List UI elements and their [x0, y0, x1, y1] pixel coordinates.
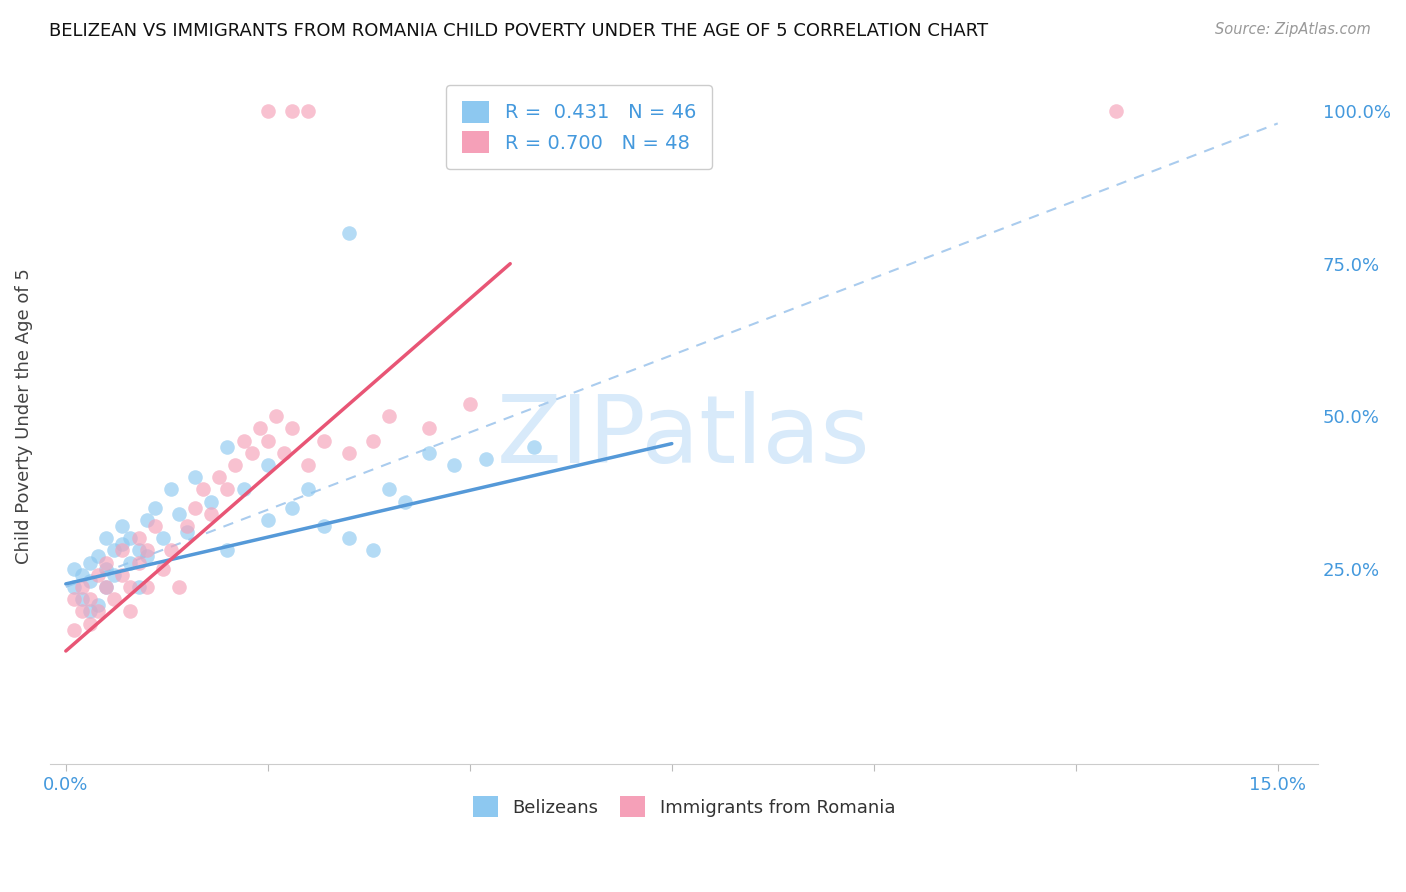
Point — [63, 623, 86, 637]
Point — [443, 458, 465, 472]
Point — [70, 604, 93, 618]
Point — [128, 580, 150, 594]
Point — [103, 592, 125, 607]
Point — [143, 519, 166, 533]
Point — [128, 556, 150, 570]
Text: Source: ZipAtlas.com: Source: ZipAtlas.com — [1215, 22, 1371, 37]
Point — [297, 483, 319, 497]
Point — [273, 446, 295, 460]
Point — [394, 494, 416, 508]
Point — [103, 567, 125, 582]
Legend: Belizeans, Immigrants from Romania: Belizeans, Immigrants from Romania — [465, 789, 903, 824]
Point — [256, 434, 278, 448]
Point — [87, 567, 110, 582]
Point — [281, 500, 304, 515]
Point — [111, 537, 134, 551]
Point — [1105, 104, 1128, 119]
Point — [63, 562, 86, 576]
Point — [256, 513, 278, 527]
Point — [120, 604, 142, 618]
Point — [232, 483, 254, 497]
Point — [200, 494, 222, 508]
Point — [135, 549, 157, 564]
Point — [87, 604, 110, 618]
Point — [152, 562, 174, 576]
Point — [120, 580, 142, 594]
Point — [63, 580, 86, 594]
Point — [361, 543, 384, 558]
Point — [128, 531, 150, 545]
Point — [79, 604, 101, 618]
Point — [458, 397, 481, 411]
Point — [128, 543, 150, 558]
Point — [160, 543, 183, 558]
Point — [96, 562, 118, 576]
Point — [103, 543, 125, 558]
Point — [87, 549, 110, 564]
Point — [232, 434, 254, 448]
Point — [135, 580, 157, 594]
Point — [208, 470, 231, 484]
Point — [135, 513, 157, 527]
Point — [200, 507, 222, 521]
Point — [337, 446, 360, 460]
Point — [264, 409, 287, 424]
Point — [79, 592, 101, 607]
Point — [111, 567, 134, 582]
Point — [167, 580, 190, 594]
Point — [217, 543, 239, 558]
Point — [111, 543, 134, 558]
Point — [176, 519, 198, 533]
Point — [297, 104, 319, 119]
Point — [120, 531, 142, 545]
Point — [143, 500, 166, 515]
Point — [96, 531, 118, 545]
Point — [160, 483, 183, 497]
Point — [314, 434, 336, 448]
Y-axis label: Child Poverty Under the Age of 5: Child Poverty Under the Age of 5 — [15, 268, 32, 564]
Point — [314, 519, 336, 533]
Point — [63, 592, 86, 607]
Point — [79, 616, 101, 631]
Point — [70, 592, 93, 607]
Point — [70, 567, 93, 582]
Point — [224, 458, 246, 472]
Point — [184, 500, 207, 515]
Point — [523, 440, 546, 454]
Point — [111, 519, 134, 533]
Point — [176, 524, 198, 539]
Point — [418, 446, 440, 460]
Point — [475, 451, 498, 466]
Point — [184, 470, 207, 484]
Point — [193, 483, 215, 497]
Point — [240, 446, 263, 460]
Point — [152, 531, 174, 545]
Point — [87, 599, 110, 613]
Point — [217, 440, 239, 454]
Text: ZIPatlas: ZIPatlas — [498, 391, 870, 483]
Point — [281, 104, 304, 119]
Point — [167, 507, 190, 521]
Point — [256, 104, 278, 119]
Point — [249, 421, 271, 435]
Point — [256, 458, 278, 472]
Point — [120, 556, 142, 570]
Point — [96, 580, 118, 594]
Point — [70, 580, 93, 594]
Point — [79, 574, 101, 588]
Point — [79, 556, 101, 570]
Point — [281, 421, 304, 435]
Point — [96, 580, 118, 594]
Point — [337, 531, 360, 545]
Text: BELIZEAN VS IMMIGRANTS FROM ROMANIA CHILD POVERTY UNDER THE AGE OF 5 CORRELATION: BELIZEAN VS IMMIGRANTS FROM ROMANIA CHIL… — [49, 22, 988, 40]
Point — [418, 421, 440, 435]
Point — [217, 483, 239, 497]
Point — [96, 556, 118, 570]
Point — [297, 458, 319, 472]
Point — [378, 483, 401, 497]
Point — [135, 543, 157, 558]
Point — [378, 409, 401, 424]
Point — [337, 226, 360, 240]
Point — [361, 434, 384, 448]
